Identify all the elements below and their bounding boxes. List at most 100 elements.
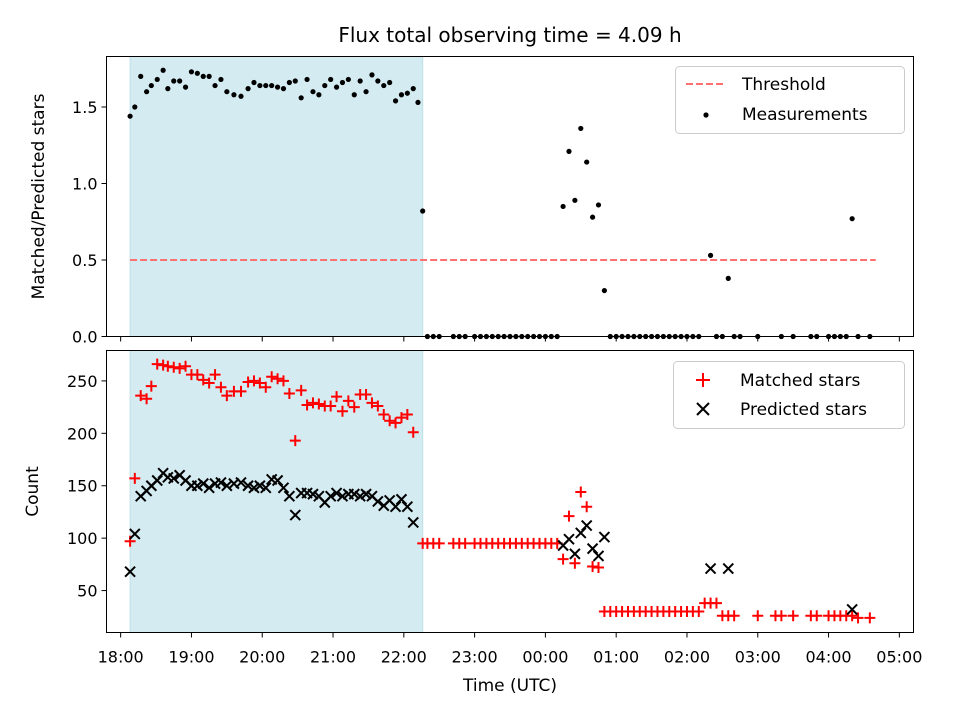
measurement-point bbox=[578, 125, 584, 132]
measurement-point bbox=[725, 275, 731, 281]
observing-window-shade bbox=[129, 350, 424, 633]
measurement-point bbox=[165, 86, 171, 92]
matched-star-point bbox=[215, 381, 227, 393]
count-y-tick-label: 150 bbox=[67, 477, 98, 496]
predicted-star-point bbox=[563, 533, 575, 545]
matched-star-point bbox=[260, 381, 272, 393]
legend-measurements-swatch bbox=[703, 112, 709, 118]
measurement-point bbox=[231, 92, 237, 98]
matched-star-point bbox=[235, 385, 247, 397]
measurement-point bbox=[357, 78, 363, 84]
count-y-tick-label: 50 bbox=[77, 582, 97, 601]
ratio-y-tick-label: 1.0 bbox=[72, 174, 97, 193]
time-x-tick-label: 01:00 bbox=[593, 648, 639, 667]
predicted-star-point bbox=[722, 562, 734, 575]
time-x-axis-label: Time (UTC) bbox=[462, 676, 557, 696]
matched-star-point bbox=[787, 610, 799, 622]
measurement-point bbox=[269, 82, 275, 89]
matched-star-point bbox=[168, 361, 180, 373]
matched-star-point bbox=[852, 612, 864, 624]
matched-star-point bbox=[295, 384, 307, 396]
matched-star-point bbox=[563, 510, 575, 522]
matched-star-point bbox=[162, 360, 174, 372]
matched-star-point bbox=[180, 360, 192, 372]
count-y-tick-label: 250 bbox=[67, 372, 98, 391]
count-legend-box bbox=[673, 361, 905, 429]
matched-star-point bbox=[407, 426, 419, 438]
time-x-tick-label: 19:00 bbox=[168, 648, 214, 667]
matched-star-point bbox=[197, 374, 209, 386]
measurement-point bbox=[127, 113, 133, 119]
measurement-point bbox=[292, 78, 298, 84]
predicted-star-point bbox=[283, 490, 296, 502]
measurement-point bbox=[595, 202, 602, 208]
predicted-star-point bbox=[372, 495, 384, 508]
matched-star-point bbox=[151, 358, 163, 370]
ratio-plot: 0.0 0.5 1.0 1.5 Matched/Predicted stars Thr… bbox=[29, 56, 914, 347]
measurement-point bbox=[420, 208, 426, 214]
predicted-star-point bbox=[580, 519, 593, 532]
measurement-point bbox=[387, 79, 393, 86]
matched-star-point bbox=[592, 562, 604, 574]
measurement-point bbox=[274, 84, 281, 90]
matched-star-point bbox=[325, 400, 337, 412]
matched-star-point bbox=[581, 501, 593, 513]
measurement-point bbox=[263, 82, 269, 89]
measurement-point bbox=[251, 79, 257, 86]
measurement-point bbox=[369, 72, 375, 78]
measurement-point bbox=[707, 252, 714, 259]
measurement-point bbox=[566, 148, 572, 154]
measurement-point bbox=[132, 104, 138, 110]
predicted-star-point bbox=[277, 482, 290, 494]
measurement-point bbox=[392, 98, 399, 104]
matched-star-point bbox=[336, 405, 348, 417]
measurement-point bbox=[322, 82, 328, 89]
predicted-star-point bbox=[203, 482, 215, 494]
matched-star-point bbox=[693, 606, 705, 618]
predicted-star-point bbox=[324, 490, 337, 502]
predicted-star-point bbox=[215, 476, 227, 489]
matched-star-point bbox=[203, 377, 215, 389]
time-x-tick-label: 00:00 bbox=[522, 648, 568, 667]
time-x-tick-label: 22:00 bbox=[381, 648, 427, 667]
count-plot: 50 100 150 200 250 18:00 19:00 20:00 21:00 22:00… bbox=[23, 350, 922, 696]
matched-star-point bbox=[811, 610, 823, 622]
legend-matched-swatch bbox=[696, 373, 710, 387]
matched-star-point bbox=[266, 371, 278, 383]
measurement-point bbox=[177, 78, 183, 84]
ratio-plot-frame bbox=[106, 56, 914, 337]
matched-star-point bbox=[301, 399, 313, 411]
measurement-point bbox=[584, 159, 590, 165]
count-y-axis-label: Count bbox=[23, 466, 43, 517]
matched-star-point bbox=[141, 393, 153, 405]
observing-window-shade bbox=[129, 56, 424, 337]
measurement-point bbox=[404, 90, 410, 96]
ratio-legend: Threshold Measurements bbox=[675, 66, 905, 134]
predicted-star-point bbox=[395, 493, 408, 506]
legend-matched-label: Matched stars bbox=[740, 371, 860, 391]
count-y-tick-label: 100 bbox=[67, 529, 98, 548]
matched-star-point bbox=[221, 390, 233, 402]
ratio-y-tick-label: 0.5 bbox=[72, 251, 97, 270]
measurement-point bbox=[144, 89, 150, 95]
measurement-point bbox=[345, 76, 351, 83]
measurement-point bbox=[194, 70, 200, 76]
matched-star-point bbox=[401, 408, 413, 420]
measurement-point bbox=[304, 76, 310, 83]
predicted-star-point bbox=[289, 509, 301, 521]
measurement-point bbox=[188, 69, 195, 75]
measurement-point bbox=[381, 82, 387, 89]
measurement-point bbox=[298, 95, 304, 101]
matched-star-point bbox=[587, 560, 599, 572]
matched-star-point bbox=[174, 362, 186, 374]
measurement-point bbox=[339, 79, 346, 86]
matched-star-point bbox=[248, 375, 260, 387]
matched-star-point bbox=[348, 401, 360, 413]
matched-star-point bbox=[378, 408, 390, 420]
matched-star-point bbox=[342, 395, 354, 407]
predicted-star-point bbox=[401, 500, 414, 513]
measurement-point bbox=[316, 92, 322, 98]
matched-star-point bbox=[277, 375, 289, 387]
matched-star-point bbox=[145, 380, 157, 392]
measurement-point bbox=[589, 214, 596, 220]
